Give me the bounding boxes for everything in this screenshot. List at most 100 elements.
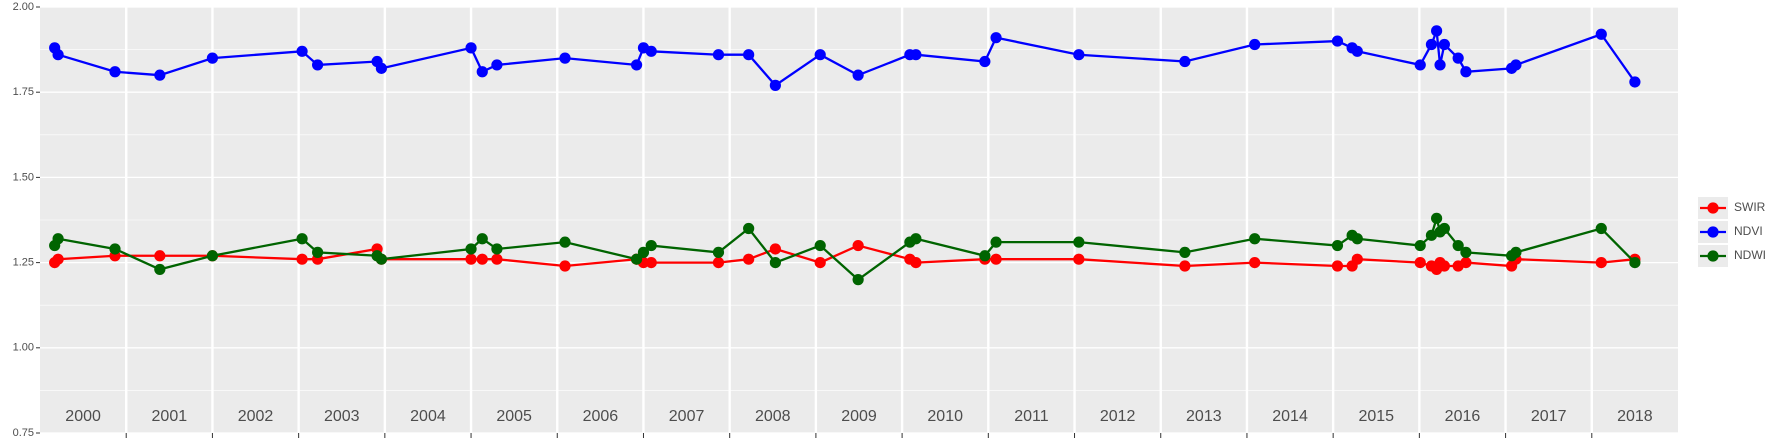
point (814, 257, 826, 269)
point (1452, 52, 1464, 64)
year-label: 2007 (669, 408, 705, 425)
point (910, 257, 922, 269)
legend-key-point (1707, 226, 1719, 238)
legend-key-point (1707, 250, 1719, 262)
point (1351, 253, 1363, 265)
point (979, 250, 991, 262)
y-tick-label: 2.00 (13, 1, 34, 13)
point (296, 253, 308, 265)
point (1414, 257, 1426, 269)
point (1414, 59, 1426, 71)
point (743, 49, 755, 61)
point (979, 55, 991, 68)
point (630, 253, 643, 265)
point (52, 233, 64, 245)
point (1595, 28, 1607, 40)
legend-label: NDWI (1734, 248, 1766, 262)
point (375, 62, 387, 74)
point (559, 52, 571, 64)
year-label: 2017 (1531, 408, 1567, 425)
point (1431, 25, 1443, 37)
point (769, 79, 781, 91)
point (852, 239, 864, 252)
point (465, 42, 477, 54)
year-label: 2009 (841, 408, 877, 425)
year-label: 2002 (238, 408, 274, 425)
point (1629, 257, 1641, 269)
point (637, 246, 650, 258)
point (852, 274, 864, 286)
point (206, 250, 219, 262)
point (491, 243, 503, 255)
point (1510, 246, 1522, 258)
point (1351, 45, 1363, 57)
point (1331, 239, 1344, 252)
point (1331, 35, 1344, 47)
point (645, 257, 657, 269)
point (1595, 222, 1607, 235)
y-tick-label: 0.75 (13, 427, 34, 439)
year-label: 2012 (1100, 408, 1136, 425)
point (852, 69, 864, 81)
point (712, 246, 725, 258)
point (990, 32, 1002, 44)
point (154, 69, 166, 81)
point (465, 253, 477, 265)
year-label: 2000 (65, 408, 101, 425)
y-tick-label: 1.75 (13, 86, 34, 98)
point (990, 253, 1002, 265)
point (1510, 59, 1522, 71)
point (1179, 260, 1191, 272)
point (1629, 76, 1641, 88)
point (1073, 236, 1085, 248)
year-label: 2014 (1272, 408, 1308, 425)
point (109, 243, 121, 255)
year-label: 2005 (496, 408, 532, 425)
point (814, 49, 826, 61)
point (296, 45, 308, 57)
y-tick-label: 1.50 (13, 171, 34, 183)
point (1431, 212, 1443, 224)
point (311, 59, 324, 71)
point (559, 260, 571, 272)
point (559, 236, 571, 248)
point (52, 49, 64, 61)
year-label: 2004 (410, 408, 446, 425)
year-label: 2013 (1186, 408, 1222, 425)
point (1452, 239, 1464, 252)
point (1414, 239, 1426, 252)
year-label: 2018 (1617, 408, 1653, 425)
point (1460, 66, 1472, 78)
point (769, 257, 781, 269)
legend-label: NDVI (1734, 224, 1763, 238)
point (990, 236, 1002, 248)
point (712, 257, 725, 269)
point (154, 263, 166, 276)
point (1073, 253, 1085, 265)
y-tick-label: 1.25 (13, 257, 34, 269)
point (1249, 257, 1261, 269)
year-label: 2008 (755, 408, 791, 425)
point (630, 59, 643, 71)
point (1425, 229, 1438, 241)
legend-label: SWIR (1734, 200, 1766, 214)
year-label: 2001 (152, 408, 188, 425)
legend-key-point (1707, 202, 1719, 214)
point (1249, 38, 1261, 51)
point (1438, 38, 1450, 51)
year-label: 2006 (583, 408, 619, 425)
point (1595, 257, 1607, 269)
point (743, 222, 755, 235)
point (1351, 233, 1363, 245)
point (1249, 233, 1261, 245)
year-label: 2016 (1445, 408, 1481, 425)
point (1438, 222, 1450, 235)
point (645, 239, 657, 252)
year-label: 2010 (927, 408, 963, 425)
point (1438, 260, 1450, 272)
year-label: 2003 (324, 408, 360, 425)
point (491, 253, 503, 265)
point (910, 49, 922, 61)
point (1073, 49, 1085, 61)
